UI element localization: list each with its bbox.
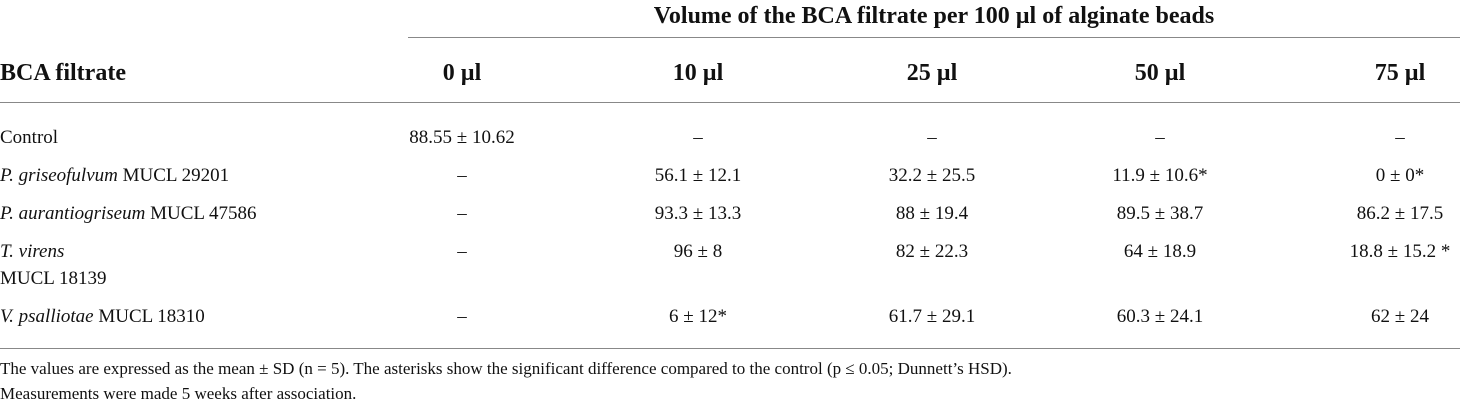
column-header: 0 µl: [442, 60, 482, 86]
cell-value: 89.5 ± 38.7: [1116, 203, 1204, 224]
row-label: P. aurantiogriseum MUCL 47586: [0, 204, 257, 223]
species: T. virens: [0, 241, 65, 262]
cell-value: 93.3 ± 13.3: [654, 203, 742, 224]
column-header: 25 µl: [906, 60, 958, 86]
species: V. psalliotae: [0, 306, 94, 327]
cell-value: 86.2 ± 17.5: [1356, 203, 1444, 224]
cell-value: 62 ± 24: [1371, 306, 1429, 327]
strain: MUCL 29201: [122, 165, 230, 186]
row-label: T. virens MUCL 18139: [0, 242, 106, 288]
cell-value: –: [927, 127, 937, 148]
cell-value: –: [1155, 127, 1165, 148]
row-label: V. psalliotae MUCL 18310: [0, 307, 205, 326]
cell-value: 56.1 ± 12.1: [654, 165, 742, 186]
footnote: Measurements were made 5 weeks after ass…: [0, 384, 357, 403]
column-header: 50 µl: [1134, 60, 1186, 86]
species: P. griseofulvum: [0, 165, 118, 186]
cell-value: –: [457, 241, 467, 262]
strain: MUCL 18139: [0, 268, 107, 289]
cell-value: –: [693, 127, 703, 148]
cell-value: 96 ± 8: [673, 241, 723, 262]
row-label: Control: [0, 128, 58, 147]
column-header: 75 µl: [1374, 60, 1426, 86]
cell-value: 82 ± 22.3: [895, 241, 969, 262]
cell-value: 60.3 ± 24.1: [1116, 306, 1204, 327]
strain: MUCL 18310: [98, 306, 205, 327]
rule: [0, 102, 1460, 103]
cell-value: 6 ± 12*: [669, 306, 727, 327]
cell-value: 32.2 ± 25.5: [888, 165, 976, 186]
table-title: Volume of the BCA filtrate per 100 µl of…: [653, 3, 1215, 29]
cell-value: 88.55 ± 10.62: [409, 127, 515, 148]
rule: [0, 348, 1460, 349]
cell-value: –: [457, 165, 467, 186]
cell-value: 18.8 ± 15.2 *: [1349, 241, 1451, 262]
column-header: 10 µl: [672, 60, 724, 86]
label: Control: [0, 127, 59, 148]
cell-value: 0 ± 0*: [1375, 165, 1425, 186]
cell-value: 11.9 ± 10.6*: [1112, 165, 1208, 186]
rule: [408, 37, 1460, 38]
species: P. aurantiogriseum: [0, 203, 146, 224]
strain: MUCL 47586: [150, 203, 257, 224]
column-header: BCA filtrate: [0, 60, 126, 86]
footnote: The values are expressed as the mean ± S…: [0, 359, 1012, 378]
cell-value: 61.7 ± 29.1: [888, 306, 976, 327]
row-label: P. griseofulvum MUCL 29201: [0, 166, 229, 185]
cell-value: 64 ± 18.9: [1123, 241, 1197, 262]
cell-value: –: [457, 306, 467, 327]
cell-value: –: [1395, 127, 1405, 148]
cell-value: 88 ± 19.4: [895, 203, 969, 224]
cell-value: –: [457, 203, 467, 224]
